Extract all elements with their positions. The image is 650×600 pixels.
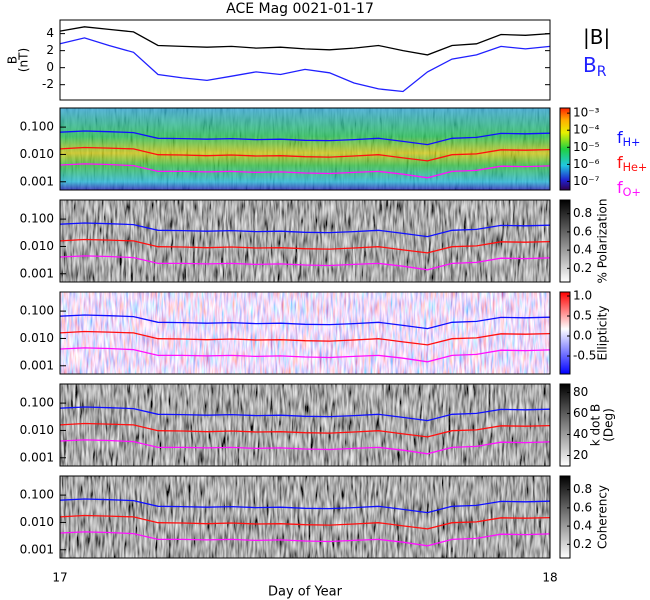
- legend-entry-sub: He+: [623, 161, 648, 174]
- legend-entry-main: B: [583, 53, 597, 77]
- colorbar-label: % Polarization: [596, 199, 610, 284]
- x-axis-label: Day of Year: [268, 585, 343, 600]
- y-axis-label: B: [6, 56, 20, 64]
- colorbar-tick-label: 0.8: [573, 482, 592, 496]
- colorbar-label: (Deg): [602, 408, 616, 442]
- data-line: [59, 422, 551, 438]
- legend-entry: fHe+: [617, 153, 647, 174]
- y-tick-label: 0.100: [20, 396, 54, 410]
- colorbar: [559, 107, 571, 191]
- colorbar-tick-label: 0.6: [573, 500, 592, 514]
- data-line: [59, 314, 551, 330]
- data-line: [59, 439, 551, 455]
- legend-entry-main: |B|: [583, 25, 610, 49]
- data-line: [59, 347, 551, 363]
- legend-entry: BR: [583, 53, 607, 81]
- legend-entry-main: f: [617, 178, 623, 197]
- data-line: [59, 498, 551, 514]
- data-line: [59, 26, 551, 56]
- colorbar-tick-label: 0.2: [573, 261, 592, 275]
- colorbar-tick-label: 0.4: [573, 519, 592, 533]
- data-line: [59, 146, 551, 162]
- colorbar-tick-label: 40: [573, 427, 588, 441]
- legend-entry-main: f: [617, 153, 623, 172]
- data-line: [59, 531, 551, 547]
- y-tick-label: 0.001: [20, 266, 54, 280]
- colorbar: [559, 199, 571, 283]
- colorbar-tick-label: 10⁻⁵: [573, 140, 600, 154]
- y-tick-label: 0.100: [20, 488, 54, 502]
- colorbar-label: Ellipticity: [596, 306, 610, 361]
- colorbar: [559, 475, 571, 559]
- y-tick-label: 0.100: [20, 304, 54, 318]
- colorbar-tick-label: 10⁻⁶: [573, 157, 600, 171]
- y-tick-label: 2: [46, 43, 54, 57]
- spectrogram-texture: [60, 108, 550, 190]
- data-line: [59, 406, 551, 422]
- y-tick-label: 0.001: [20, 542, 54, 556]
- legend-entry-sub: R: [597, 64, 607, 80]
- colorbar-tick-label: 0.4: [573, 243, 592, 257]
- y-tick-label: 0.010: [20, 515, 54, 529]
- legend-entry: fO+: [617, 178, 641, 199]
- y-tick-label: 0.100: [20, 120, 54, 134]
- data-line: [59, 130, 551, 146]
- colorbar-tick-label: -0.5: [573, 349, 596, 363]
- colorbar-tick-label: 10⁻⁷: [573, 174, 600, 188]
- data-line: [59, 163, 551, 179]
- colorbar-tick-label: 10⁻³: [573, 106, 600, 120]
- legend-entry: fH+: [617, 128, 640, 149]
- x-tick-label: 17: [52, 571, 67, 585]
- colorbar-tick-label: 0.0: [573, 329, 592, 343]
- colorbar-label: Coherency: [596, 485, 610, 549]
- plot-frame: [59, 199, 551, 283]
- y-tick-label: 0.010: [20, 331, 54, 345]
- data-line: [59, 222, 551, 238]
- colorbar-tick-label: 80: [573, 385, 588, 399]
- legend-entry: |B|: [583, 25, 610, 49]
- data-line: [59, 37, 551, 93]
- data-line: [59, 514, 551, 530]
- y-tick-label: 0.010: [20, 423, 54, 437]
- y-tick-label: 0.010: [20, 239, 54, 253]
- chart-title: ACE Mag 0021-01-17: [226, 1, 374, 17]
- plot-frame: [59, 19, 551, 101]
- colorbar: [559, 383, 571, 467]
- y-tick-label: 0: [46, 60, 54, 74]
- colorbar-tick-label: 0.8: [573, 206, 592, 220]
- data-line: [59, 238, 551, 254]
- colorbar-tick-label: 60: [573, 406, 588, 420]
- plot-frame: [59, 475, 551, 559]
- spectrogram-background: [60, 384, 550, 466]
- legend-entry-sub: O+: [623, 186, 641, 199]
- colorbar-tick-label: 10⁻⁴: [573, 123, 600, 137]
- colorbar: [559, 291, 571, 375]
- y-tick-label: -2: [42, 77, 54, 91]
- colorbar-label: k dot B: [589, 404, 603, 446]
- plot-frame: [59, 383, 551, 467]
- y-axis-label: (nT): [17, 48, 31, 72]
- spectrogram-background: [60, 476, 550, 558]
- plot-frame: [59, 107, 551, 191]
- spectrogram-background: [60, 200, 550, 282]
- colorbar-tick-label: 0.6: [573, 224, 592, 238]
- y-tick-label: 4: [46, 26, 54, 40]
- data-line: [59, 330, 551, 346]
- legend-entry-main: f: [617, 128, 623, 147]
- colorbar-tick-label: 0.2: [573, 537, 592, 551]
- x-tick-label: 18: [542, 571, 557, 585]
- legend-entry-sub: H+: [623, 136, 641, 149]
- colorbar-tick-label: 1.0: [573, 289, 592, 303]
- y-tick-label: 0.010: [20, 147, 54, 161]
- colorbar-tick-label: 0.5: [573, 309, 592, 323]
- plot-frame: [59, 291, 551, 375]
- spectrogram-background: [60, 292, 550, 374]
- y-tick-label: 0.100: [20, 212, 54, 226]
- data-line: [59, 255, 551, 271]
- y-tick-label: 0.001: [20, 174, 54, 188]
- colorbar-tick-label: 20: [573, 448, 588, 462]
- y-tick-label: 0.001: [20, 358, 54, 372]
- y-tick-label: 0.001: [20, 450, 54, 464]
